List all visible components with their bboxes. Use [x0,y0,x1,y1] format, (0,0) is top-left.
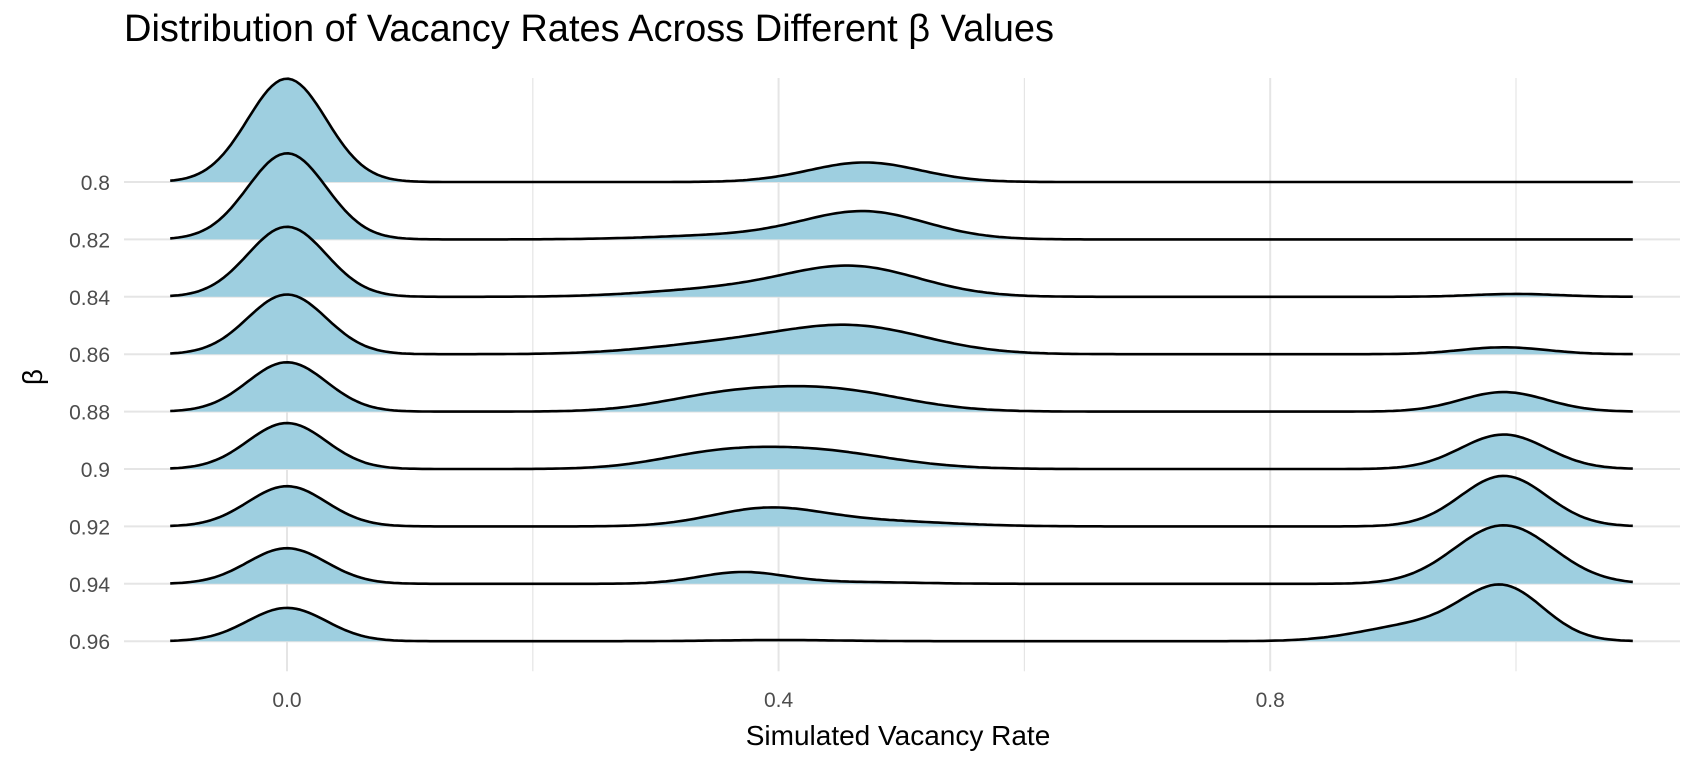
ridge-0.94 [170,524,1633,586]
x-tick-label: 0.0 [272,689,301,712]
ridge-0.9 [170,421,1633,471]
ridge-0.88 [170,361,1633,413]
ridge-line [170,583,1633,643]
chart-title: Distribution of Vacancy Rates Across Dif… [124,8,1055,50]
ridge-line [170,152,1633,241]
ridge-line [170,421,1633,471]
ridge-0.8 [170,77,1633,184]
ridge-0.92 [170,474,1633,528]
ridge-fill [170,294,1633,355]
y-tick-label: 0.86 [69,344,110,367]
ridge-fill [170,226,1633,297]
ridge-fill [170,78,1633,182]
ridge-line [170,77,1633,184]
x-axis-ticks: 0.0 0.4 0.8 [272,689,1284,712]
x-axis-title: Simulated Vacancy Rate [746,720,1051,751]
ridge-line [170,474,1633,528]
ridge-fill [170,153,1633,240]
y-axis-ticks: 0.8 0.82 0.84 0.86 0.88 0.9 0.92 0.94 0.96 [69,172,110,654]
x-tick-label: 0.4 [764,689,794,712]
ridge-line [170,361,1633,413]
ridge-layer [170,77,1633,643]
y-tick-label: 0.9 [81,459,110,482]
ridge-fill [170,362,1633,412]
y-tick-label: 0.84 [69,287,110,310]
y-axis-title: β [17,369,48,385]
ridge-line [170,293,1633,356]
y-tick-label: 0.92 [69,516,110,539]
ridge-line [170,225,1633,299]
ridge-0.84 [170,225,1633,299]
ridge-0.96 [170,583,1633,643]
y-tick-label: 0.8 [81,172,110,195]
ridge-fill [170,525,1633,584]
ridge-0.82 [170,152,1633,241]
y-tick-label: 0.82 [69,229,110,252]
ridge-fill [170,475,1633,527]
ridge-fill [170,423,1633,469]
y-tick-label: 0.94 [69,574,110,597]
y-tick-label: 0.96 [69,631,110,654]
ridge-fill [170,584,1633,642]
ridge-0.86 [170,293,1633,356]
y-tick-label: 0.88 [69,402,110,425]
ridge-line [170,524,1633,586]
x-tick-label: 0.8 [1256,689,1285,712]
